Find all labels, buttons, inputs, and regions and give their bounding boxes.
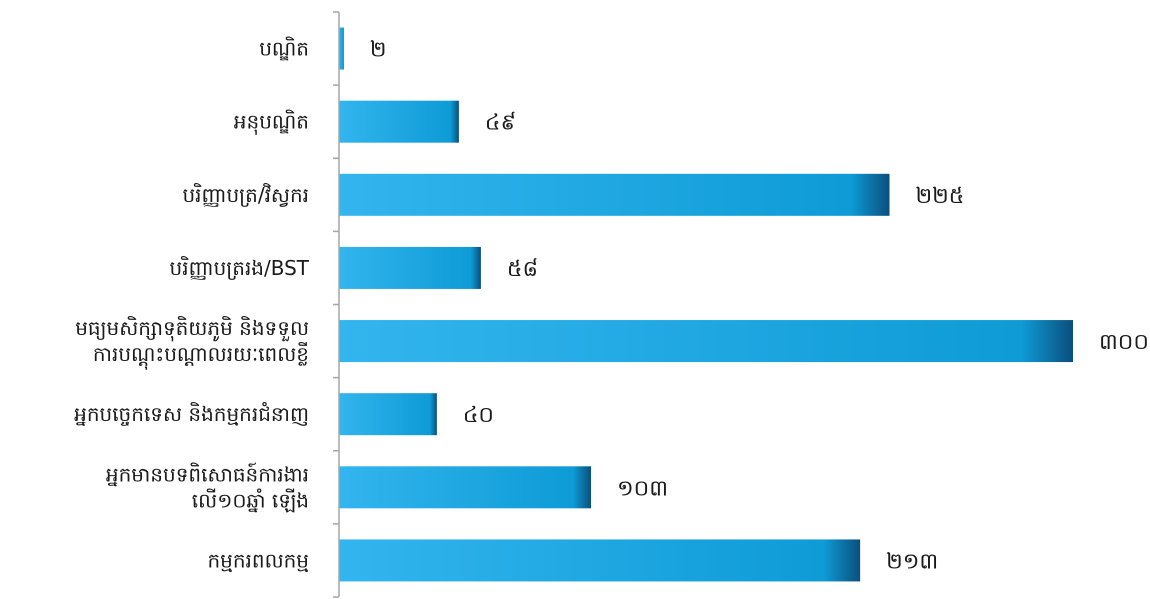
data-label: ៤០ (463, 403, 494, 428)
category-label: អនុបណ្ឌិត (234, 109, 309, 136)
category-label: មធ្យមសិក្សាទុតិយភូមិ និងទទួល (75, 315, 309, 342)
category-label: បណ្ឌិត (259, 36, 309, 61)
data-label: ៣០០ (1099, 330, 1149, 355)
category-label: អ្នកមានបទពិសោធន៍ការងារ (106, 461, 309, 486)
bar (339, 246, 481, 289)
y-axis (333, 11, 340, 598)
bar (339, 100, 459, 143)
data-label: ៤៩ (485, 111, 516, 136)
bars (339, 27, 1073, 582)
bar (339, 466, 592, 509)
category-labels: បណ្ឌិតអនុបណ្ឌិតបរិញ្ញាបត្រ/វិស្វករបរិញ្ញ… (74, 36, 310, 573)
category-label: អ្នកបច្ចេកទេស និងកម្មករជំនាញ (74, 401, 309, 426)
category-label: ការបណ្ដុះបណ្ដាលរយៈពេលខ្លី (93, 341, 309, 370)
bar (339, 173, 890, 216)
category-label: កម្មករពលកម្ម (207, 548, 309, 572)
data-label: ២ (370, 38, 387, 63)
category-label: បរិញ្ញាបត្ររង/BST (170, 255, 310, 280)
bar (339, 320, 1073, 363)
category-label: បរិញ្ញាបត្រ/វិស្វករ (182, 182, 309, 207)
bar (339, 539, 861, 582)
data-label: ២២៥ (916, 184, 965, 209)
category-label: លើ១០ឆ្នាំ ឡើង (192, 487, 309, 512)
data-label: ២១៣ (886, 549, 938, 574)
data-label: ១០៣ (617, 476, 668, 501)
bar (339, 393, 437, 436)
bar (339, 27, 344, 70)
data-label: ៥៨ (507, 257, 538, 282)
